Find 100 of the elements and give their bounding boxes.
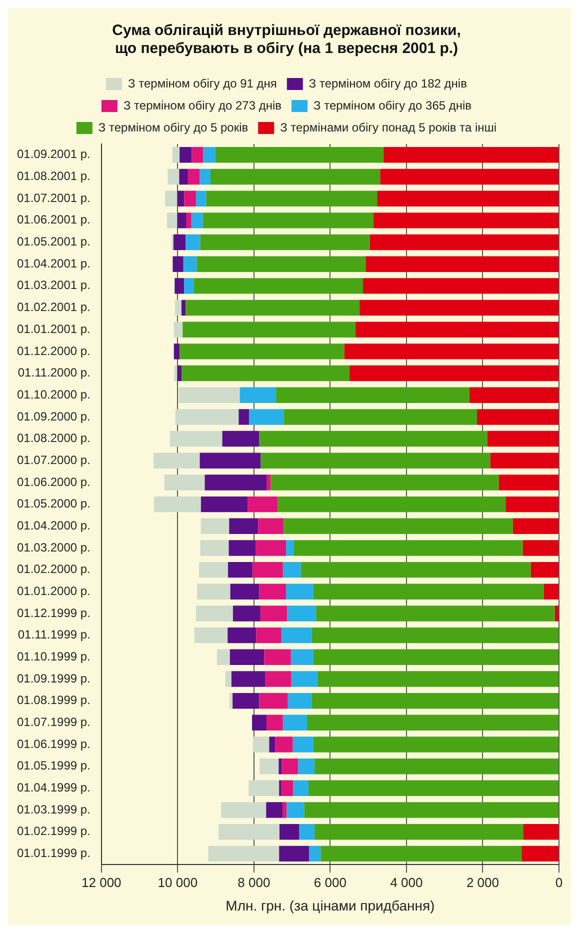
bar bbox=[477, 409, 558, 425]
bar bbox=[278, 758, 282, 774]
y-tick-label: 01.03.1999 р. bbox=[16, 802, 90, 816]
bar bbox=[506, 496, 558, 512]
y-tick-label: 01.04.2001 р. bbox=[16, 256, 90, 270]
bar bbox=[554, 606, 558, 622]
bar bbox=[182, 322, 356, 338]
bar bbox=[232, 692, 260, 709]
bar bbox=[260, 606, 288, 622]
bar bbox=[313, 649, 558, 666]
bar bbox=[200, 540, 229, 556]
bar bbox=[215, 147, 384, 163]
bar bbox=[259, 692, 288, 709]
bar bbox=[349, 365, 558, 382]
bar bbox=[164, 474, 205, 490]
bar bbox=[293, 780, 308, 796]
bar bbox=[384, 147, 558, 163]
bar bbox=[287, 606, 316, 622]
bar bbox=[174, 322, 183, 338]
bar bbox=[312, 627, 558, 644]
bar bbox=[200, 452, 261, 468]
y-tick-label: 01.10.2000 р. bbox=[16, 387, 90, 402]
bar bbox=[218, 824, 280, 840]
bar bbox=[196, 606, 233, 622]
bar bbox=[487, 430, 558, 447]
bar bbox=[286, 540, 294, 556]
bar bbox=[312, 692, 558, 709]
bar bbox=[225, 671, 232, 687]
bar bbox=[204, 474, 267, 490]
bar bbox=[248, 496, 278, 512]
y-tick-label: 01.12.2000 р. bbox=[16, 344, 90, 358]
bar bbox=[175, 300, 182, 316]
bar bbox=[266, 474, 271, 490]
y-tick-label: 01.09.2001 р. bbox=[16, 147, 90, 162]
bar bbox=[228, 562, 252, 578]
bar bbox=[317, 671, 558, 687]
bar bbox=[228, 627, 256, 644]
bar bbox=[173, 234, 186, 250]
bar bbox=[165, 190, 178, 206]
bar bbox=[490, 452, 558, 468]
bar bbox=[168, 168, 180, 185]
bar bbox=[172, 256, 184, 272]
legend-label: З терміном обігу до 365 днів bbox=[314, 98, 472, 112]
bar bbox=[196, 256, 366, 272]
y-tick-label: 01.05.1999 р. bbox=[16, 758, 90, 773]
bar bbox=[200, 518, 230, 534]
y-tick-label: 01.07.2001 р. bbox=[16, 190, 90, 205]
bar bbox=[282, 714, 307, 731]
bar bbox=[174, 365, 178, 382]
y-tick-label: 01.10.1999 р. bbox=[16, 649, 90, 664]
bar bbox=[256, 540, 286, 556]
bar bbox=[286, 802, 304, 818]
bar bbox=[230, 649, 264, 666]
bar bbox=[306, 714, 558, 731]
bar bbox=[166, 212, 178, 228]
bar bbox=[154, 496, 201, 512]
y-tick-label: 01.08.2000 р. bbox=[16, 431, 90, 446]
bar bbox=[370, 234, 558, 250]
y-tick-label: 01.02.1999 р. bbox=[16, 824, 90, 838]
y-tick-label: 01.05.2000 р. bbox=[16, 496, 90, 511]
bar bbox=[175, 409, 239, 425]
bar bbox=[279, 824, 300, 840]
bar bbox=[221, 802, 266, 818]
bar bbox=[178, 387, 240, 403]
bar bbox=[266, 802, 283, 818]
y-tick-label: 01.06.1999 р. bbox=[16, 736, 90, 751]
bar bbox=[544, 584, 558, 600]
bar bbox=[259, 430, 488, 447]
bar bbox=[181, 300, 186, 316]
bar bbox=[281, 627, 312, 644]
bar bbox=[200, 168, 210, 185]
bar bbox=[192, 147, 204, 163]
bar bbox=[188, 168, 200, 185]
bar bbox=[360, 300, 558, 316]
bar bbox=[177, 212, 186, 228]
bar bbox=[269, 736, 276, 752]
y-tick-label: 01.01.2000 р. bbox=[16, 584, 90, 598]
bar bbox=[530, 562, 558, 578]
bar bbox=[181, 365, 350, 382]
bar bbox=[313, 736, 558, 752]
bar bbox=[232, 606, 260, 622]
y-tick-label: 01.01.1999 р. bbox=[16, 846, 90, 860]
y-tick-label: 01.06.2000 р. bbox=[16, 474, 90, 489]
bar bbox=[202, 212, 374, 228]
y-tick-label: 01.04.1999 р. bbox=[16, 780, 90, 794]
bar bbox=[186, 300, 360, 316]
y-tick-label: 01.07.2000 р. bbox=[16, 452, 90, 467]
bar bbox=[366, 256, 558, 272]
y-tick-label: 01.01.2001 р. bbox=[16, 322, 90, 336]
x-tick-label: 2 000 bbox=[466, 874, 500, 890]
bar bbox=[184, 190, 196, 206]
x-tick-label: 4 000 bbox=[390, 874, 423, 890]
bar bbox=[230, 584, 260, 600]
bar bbox=[200, 496, 248, 512]
x-axis-title: Млн. грн. (за цінами придбання) bbox=[226, 897, 435, 914]
bar bbox=[300, 562, 531, 578]
bar bbox=[258, 518, 284, 534]
bar bbox=[282, 758, 298, 774]
bar bbox=[172, 147, 180, 163]
y-tick-label: 01.03.2001 р. bbox=[16, 278, 90, 292]
